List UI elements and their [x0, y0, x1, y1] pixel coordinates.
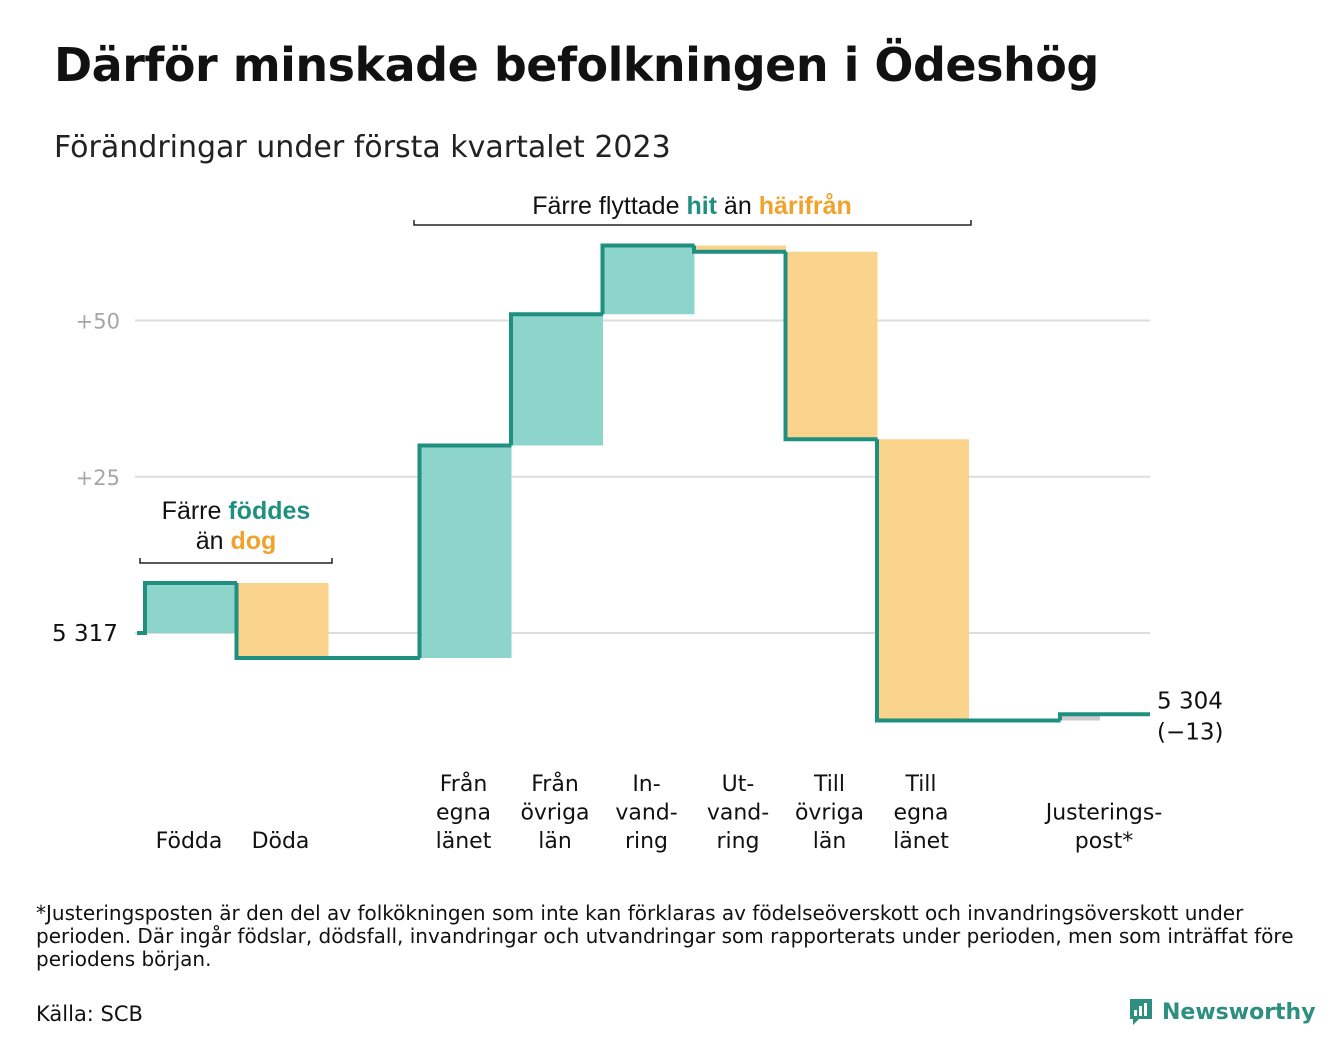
start-value-label: 5 317: [52, 621, 118, 647]
end-change-label: (−13): [1157, 719, 1223, 745]
brand-name: Newsworthy: [1162, 999, 1316, 1025]
category-label: Justerings-: [1044, 801, 1163, 826]
category-label: ring: [716, 829, 759, 854]
category-label: egna: [436, 801, 491, 826]
bar: [694, 245, 786, 252]
y-tick-label: +50: [76, 310, 120, 334]
y-tick-label: +25: [76, 466, 120, 490]
bar: [602, 245, 695, 315]
cumulative-step-line: [137, 243, 1150, 723]
category-label: vand-: [707, 801, 769, 826]
category-label: post*: [1075, 829, 1134, 854]
source-label: Källa: SCB: [36, 1002, 143, 1026]
category-label: län: [813, 829, 847, 854]
bar: [419, 445, 512, 658]
footnote: *Justeringsposten är den del av folkökni…: [36, 901, 1294, 971]
category-label: ring: [625, 829, 668, 854]
waterfall-chart: +25 +50 5 317 Födda Döda Från egna länet Från övr…: [52, 192, 1223, 854]
category-label: Födda: [156, 829, 223, 854]
births-bracket: [139, 558, 333, 564]
bar: [785, 251, 878, 440]
category-label: övriga: [795, 801, 864, 826]
births-annotation-line2: än dog: [196, 527, 277, 555]
bar: [236, 583, 329, 658]
end-value-label: 5 304: [1157, 688, 1223, 714]
category-label: Från: [531, 771, 579, 797]
category-label: Till: [904, 772, 936, 797]
bar: [1060, 714, 1100, 721]
category-label: Döda: [252, 829, 310, 854]
migration-bracket: [413, 220, 972, 226]
category-label: länet: [436, 829, 492, 854]
chart-title: Därför minskade befolkningen i Ödeshög: [54, 38, 1099, 92]
category-label: Till: [813, 772, 845, 797]
migration-annotation: Färre flyttade hit än härifrån: [532, 192, 852, 220]
chart-subtitle: Förändringar under första kvartalet 2023: [54, 130, 671, 165]
bar: [145, 583, 237, 633]
births-annotation-line1: Färre föddes: [162, 497, 311, 525]
category-label: övriga: [520, 801, 589, 826]
category-label: In-: [632, 772, 660, 797]
bar: [511, 314, 603, 446]
category-label: län: [538, 829, 572, 854]
category-label: Ut-: [722, 772, 755, 797]
category-label: länet: [893, 829, 949, 854]
brand-logo[interactable]: Newsworthy: [1128, 997, 1316, 1027]
newsworthy-icon: [1130, 999, 1152, 1025]
category-label: vand-: [615, 801, 677, 826]
category-label: Från: [440, 771, 488, 797]
bar: [877, 439, 969, 721]
category-label: egna: [894, 801, 949, 826]
